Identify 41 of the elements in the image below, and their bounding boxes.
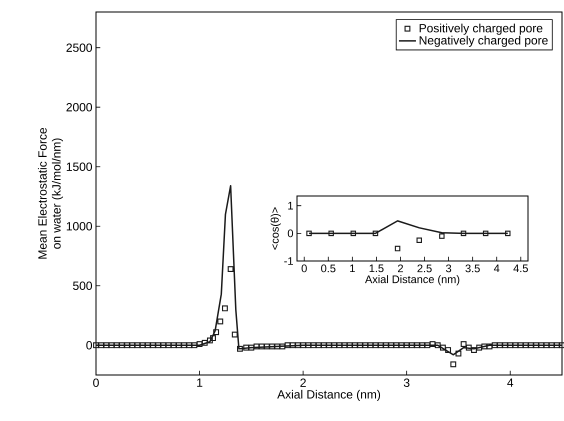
y-tick-label: 2000 [66, 102, 92, 112]
x-tick-label: 0 [302, 264, 307, 272]
x-tick-label: 3 [446, 264, 452, 272]
x-tick-label: 1 [350, 264, 355, 272]
point [439, 233, 445, 239]
y-tick-label: 1000 [66, 222, 92, 230]
y-tick-label: 0 [86, 341, 92, 350]
y-tick-label: 500 [73, 282, 92, 290]
y-tick-label: -1 [284, 257, 293, 265]
x-tick-label: 2.5 [417, 264, 432, 272]
y-tick-label: 1500 [66, 162, 92, 171]
point [306, 230, 312, 236]
legend-label: Negatively charged pore [420, 36, 548, 47]
y-tick-label: 1 [288, 202, 293, 210]
x-tick-label: 0 [93, 378, 99, 387]
x-tick-label: 0.5 [321, 264, 336, 272]
x-tick-label: 4.5 [513, 264, 528, 272]
line-series [95, 185, 563, 356]
x-tick-label: 1 [197, 378, 202, 387]
point [350, 230, 356, 236]
point [416, 238, 422, 243]
x-tick-label: 4 [507, 378, 514, 387]
y-tick-label: 0 [288, 229, 294, 238]
y-axis-title: <cos(θ)> [270, 207, 281, 250]
point [482, 230, 488, 236]
point [372, 230, 378, 236]
point [394, 246, 400, 252]
point [505, 230, 511, 236]
x-axis-title: Axial Distance (nm) [277, 390, 380, 401]
y-tick-label: 2500 [66, 43, 92, 52]
x-tick-label: 3.5 [465, 264, 480, 272]
point [328, 230, 334, 236]
x-axis-title: Axial Distance (nm) [365, 275, 460, 286]
y-axis-title: Mean Electrostatic Force on water (kJ/mol/nm) [38, 128, 64, 259]
x-tick-label: 2 [398, 264, 403, 272]
legend-label: Positively charged pore [420, 24, 542, 35]
x-tick-label: 2 [300, 378, 306, 387]
x-tick-label: 1.5 [370, 264, 384, 272]
x-tick-label: 4 [494, 264, 500, 272]
point [460, 230, 466, 236]
x-tick-label: 3 [404, 378, 410, 387]
